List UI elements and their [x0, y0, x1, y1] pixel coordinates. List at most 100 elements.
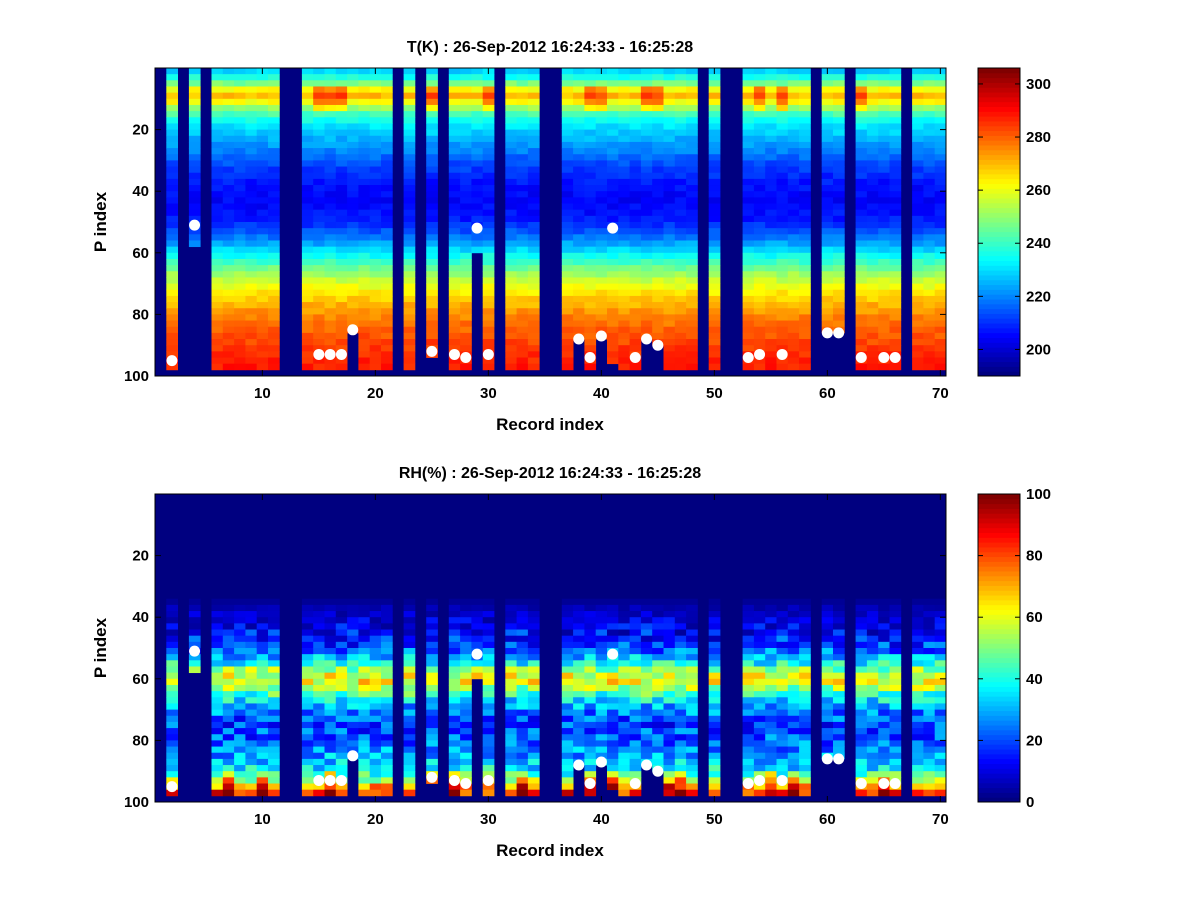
heatmap-cell — [618, 228, 630, 235]
heatmap-cell — [335, 746, 348, 754]
heatmap-cell — [369, 185, 382, 192]
heatmap-cell — [245, 295, 258, 303]
heatmap-cell — [618, 592, 630, 600]
heatmap-cell — [776, 530, 789, 538]
heatmap-cell — [753, 92, 766, 100]
heatmap-cell — [686, 308, 698, 315]
heatmap-cell — [855, 672, 868, 680]
heatmap-cell — [821, 574, 834, 581]
heatmap-cell — [460, 332, 472, 340]
heatmap-cell — [482, 771, 495, 778]
heatmap-cell — [301, 277, 314, 284]
heatmap-cell — [595, 314, 608, 321]
heatmap-cell — [629, 104, 642, 112]
heatmap-cell — [369, 302, 382, 309]
heatmap-cell — [347, 648, 359, 655]
heatmap-cell — [222, 351, 235, 358]
heatmap-cell — [516, 561, 529, 569]
heatmap-cell — [482, 728, 495, 735]
heatmap-cell — [527, 308, 540, 315]
heatmap-cell — [222, 635, 235, 643]
heatmap-cell — [652, 111, 664, 118]
heatmap-cell — [222, 672, 235, 680]
heatmap-cell — [516, 135, 529, 143]
heatmap-cell — [652, 135, 664, 143]
heatmap-cell — [934, 314, 947, 321]
heatmap-cell — [482, 709, 495, 717]
heatmap-cell — [855, 598, 868, 606]
heatmap-cell — [855, 660, 868, 667]
heatmap-cell — [166, 339, 178, 346]
heatmap-cell — [652, 543, 664, 550]
heatmap-cell — [663, 660, 676, 667]
heatmap-cell — [866, 222, 879, 229]
heatmap-cell — [708, 228, 721, 235]
heatmap-cell — [787, 586, 800, 593]
heatmap-cell — [561, 611, 574, 618]
heatmap-cell — [663, 197, 676, 204]
heatmap-cell — [652, 172, 664, 180]
heatmap-cell — [742, 512, 755, 520]
heatmap-cell — [448, 500, 461, 507]
heatmap-cell — [482, 604, 495, 612]
heatmap-cell — [460, 339, 472, 346]
heatmap-cell — [234, 654, 246, 661]
heatmap-cell — [516, 555, 529, 563]
heatmap-cell — [222, 537, 235, 544]
heatmap-cell — [776, 654, 789, 661]
heatmap-cell — [482, 314, 495, 321]
heatmap-cell — [776, 598, 789, 606]
heatmap-cell — [799, 746, 811, 754]
heatmap-cell — [742, 771, 755, 778]
heatmap-cell — [866, 345, 879, 352]
heatmap-cell — [448, 641, 461, 649]
heatmap-cell — [471, 234, 484, 241]
heatmap-cell — [787, 740, 800, 747]
heatmap-cell — [234, 123, 246, 130]
heatmap-cell — [166, 789, 178, 797]
heatmap-cell — [686, 518, 698, 526]
heatmap-cell — [381, 635, 393, 643]
heatmap-cell — [245, 641, 258, 649]
heatmap-cell — [301, 500, 314, 507]
heatmap-cell — [561, 586, 574, 593]
heatmap-cell — [934, 228, 947, 235]
heatmap-cell — [821, 648, 834, 655]
heatmap-cell — [833, 635, 845, 643]
record-column — [618, 68, 630, 371]
heatmap-cell — [335, 363, 348, 371]
heatmap-cell — [787, 629, 800, 637]
heatmap-cell — [211, 758, 224, 766]
heatmap-cell — [313, 765, 325, 772]
heatmap-cell — [799, 252, 811, 260]
heatmap-cell — [674, 715, 687, 723]
heatmap-cell — [561, 332, 574, 340]
heatmap-cell — [471, 86, 484, 94]
heatmap-cell — [934, 234, 947, 241]
heatmap-cell — [686, 302, 698, 309]
heatmap-cell — [256, 512, 269, 520]
heatmap-cell — [708, 629, 721, 637]
heatmap-cell — [403, 586, 416, 593]
heatmap-cell — [403, 500, 416, 507]
heatmap-cell — [618, 339, 630, 346]
heatmap-cell — [765, 98, 777, 106]
heatmap-cell — [787, 666, 800, 674]
heatmap-cell — [482, 574, 495, 581]
heatmap-cell — [753, 623, 766, 630]
heatmap-cell — [663, 222, 676, 229]
heatmap-cell — [358, 252, 371, 260]
heatmap-cell — [505, 191, 517, 198]
heatmap-cell — [674, 172, 687, 180]
heatmap-cell — [923, 215, 936, 223]
heatmap-cell — [686, 734, 698, 741]
heatmap-cell — [821, 537, 834, 544]
colorbar-band — [978, 140, 1020, 146]
heatmap-cell — [301, 357, 314, 365]
heatmap-cell — [652, 734, 664, 741]
heatmap-cell — [369, 789, 382, 797]
heatmap-cell — [166, 74, 178, 81]
heatmap-cell — [753, 746, 766, 754]
heatmap-cell — [211, 240, 224, 248]
heatmap-cell — [855, 758, 868, 766]
